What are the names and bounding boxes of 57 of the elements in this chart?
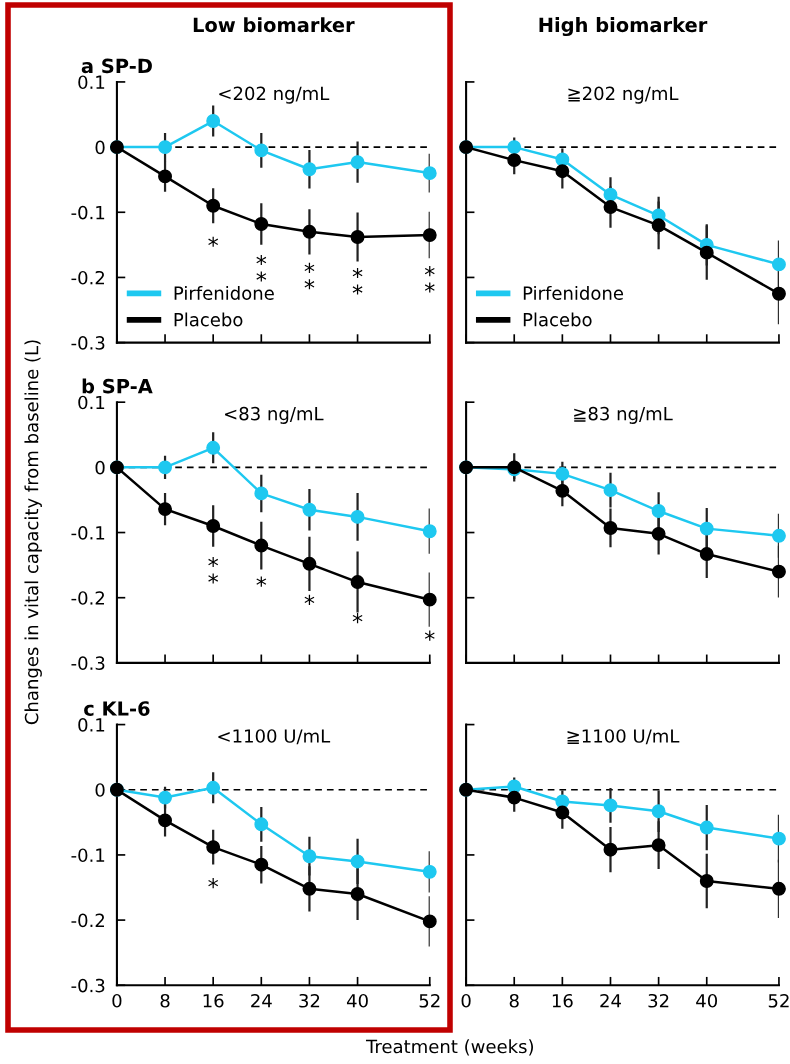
annotation: * (424, 630, 435, 641)
y-tick-label: -0.3 (71, 656, 105, 670)
y-tick-label: -0.3 (71, 336, 105, 350)
x-axis-title: Treatment (weeks) (365, 1039, 534, 1056)
annotation: ≧202 ng/mL (568, 86, 679, 104)
y-tick-label: -0.1 (71, 525, 105, 540)
y-axis-title: Changes in vital capacity from baseline (L) (24, 340, 42, 725)
annotation: ≧83 ng/mL (574, 406, 673, 424)
x-tick-label: 0 (112, 993, 122, 1008)
y-tick-label: 0 (95, 460, 105, 475)
x-tick-label: 24 (600, 993, 621, 1008)
chart-subtitle: b SP-A (82, 378, 153, 394)
x-tick-label: 40 (346, 993, 368, 1008)
x-tick-label: 32 (299, 993, 320, 1008)
y-tick-label: -0.2 (71, 591, 104, 605)
annotation: * (256, 576, 267, 587)
chart-subtitle: a SP-D (81, 58, 152, 74)
x-tick-label: 0 (461, 993, 471, 1008)
annotation: * * (424, 266, 435, 293)
x-tick-label: 8 (509, 993, 519, 1008)
annotation: * (352, 613, 363, 624)
x-tick-label: 24 (251, 993, 272, 1008)
x-tick-label: 52 (419, 993, 440, 1008)
annotation: <83 ng/mL (225, 406, 324, 424)
y-tick-label: -0.1 (71, 205, 105, 220)
y-tick-label: 0 (95, 783, 105, 797)
legend-label: Placebo (523, 312, 592, 327)
annotation: * * (304, 262, 315, 290)
annotation: <202 ng/mL (219, 86, 330, 104)
chart-title: High biomarker (539, 17, 708, 37)
annotation: ≧1100 U/mL (567, 729, 680, 745)
legend-label: Pirfenidone (174, 285, 274, 300)
y-tick-label: 0 (95, 140, 105, 155)
legend-label: Pirfenidone (523, 285, 624, 300)
annotation: * * (208, 556, 219, 584)
x-tick-label: 16 (203, 993, 224, 1008)
y-tick-label: 0.1 (78, 718, 105, 732)
y-tick-label: -0.3 (71, 978, 105, 993)
legend-label: Placebo (174, 312, 243, 327)
annotation: * * (352, 267, 363, 295)
x-tick-label: 32 (648, 993, 669, 1008)
annotation: * (208, 236, 219, 247)
y-tick-label: 0.1 (78, 75, 105, 90)
y-tick-label: -0.2 (71, 913, 104, 928)
y-tick-label: -0.1 (71, 848, 105, 863)
y-tick-label: -0.2 (71, 270, 104, 285)
annotation: * * (256, 254, 267, 282)
x-tick-label: 16 (552, 993, 573, 1008)
annotation: * (208, 878, 219, 889)
annotation: <1100 U/mL (218, 729, 331, 745)
annotation: * (304, 594, 315, 605)
x-tick-label: 40 (696, 993, 718, 1008)
x-tick-label: 52 (768, 993, 789, 1008)
chart-title: Low biomarker (193, 17, 355, 33)
chart-subtitle: c KL-6 (84, 701, 150, 716)
x-tick-label: 8 (160, 993, 170, 1008)
y-tick-label: 0.1 (78, 395, 105, 410)
